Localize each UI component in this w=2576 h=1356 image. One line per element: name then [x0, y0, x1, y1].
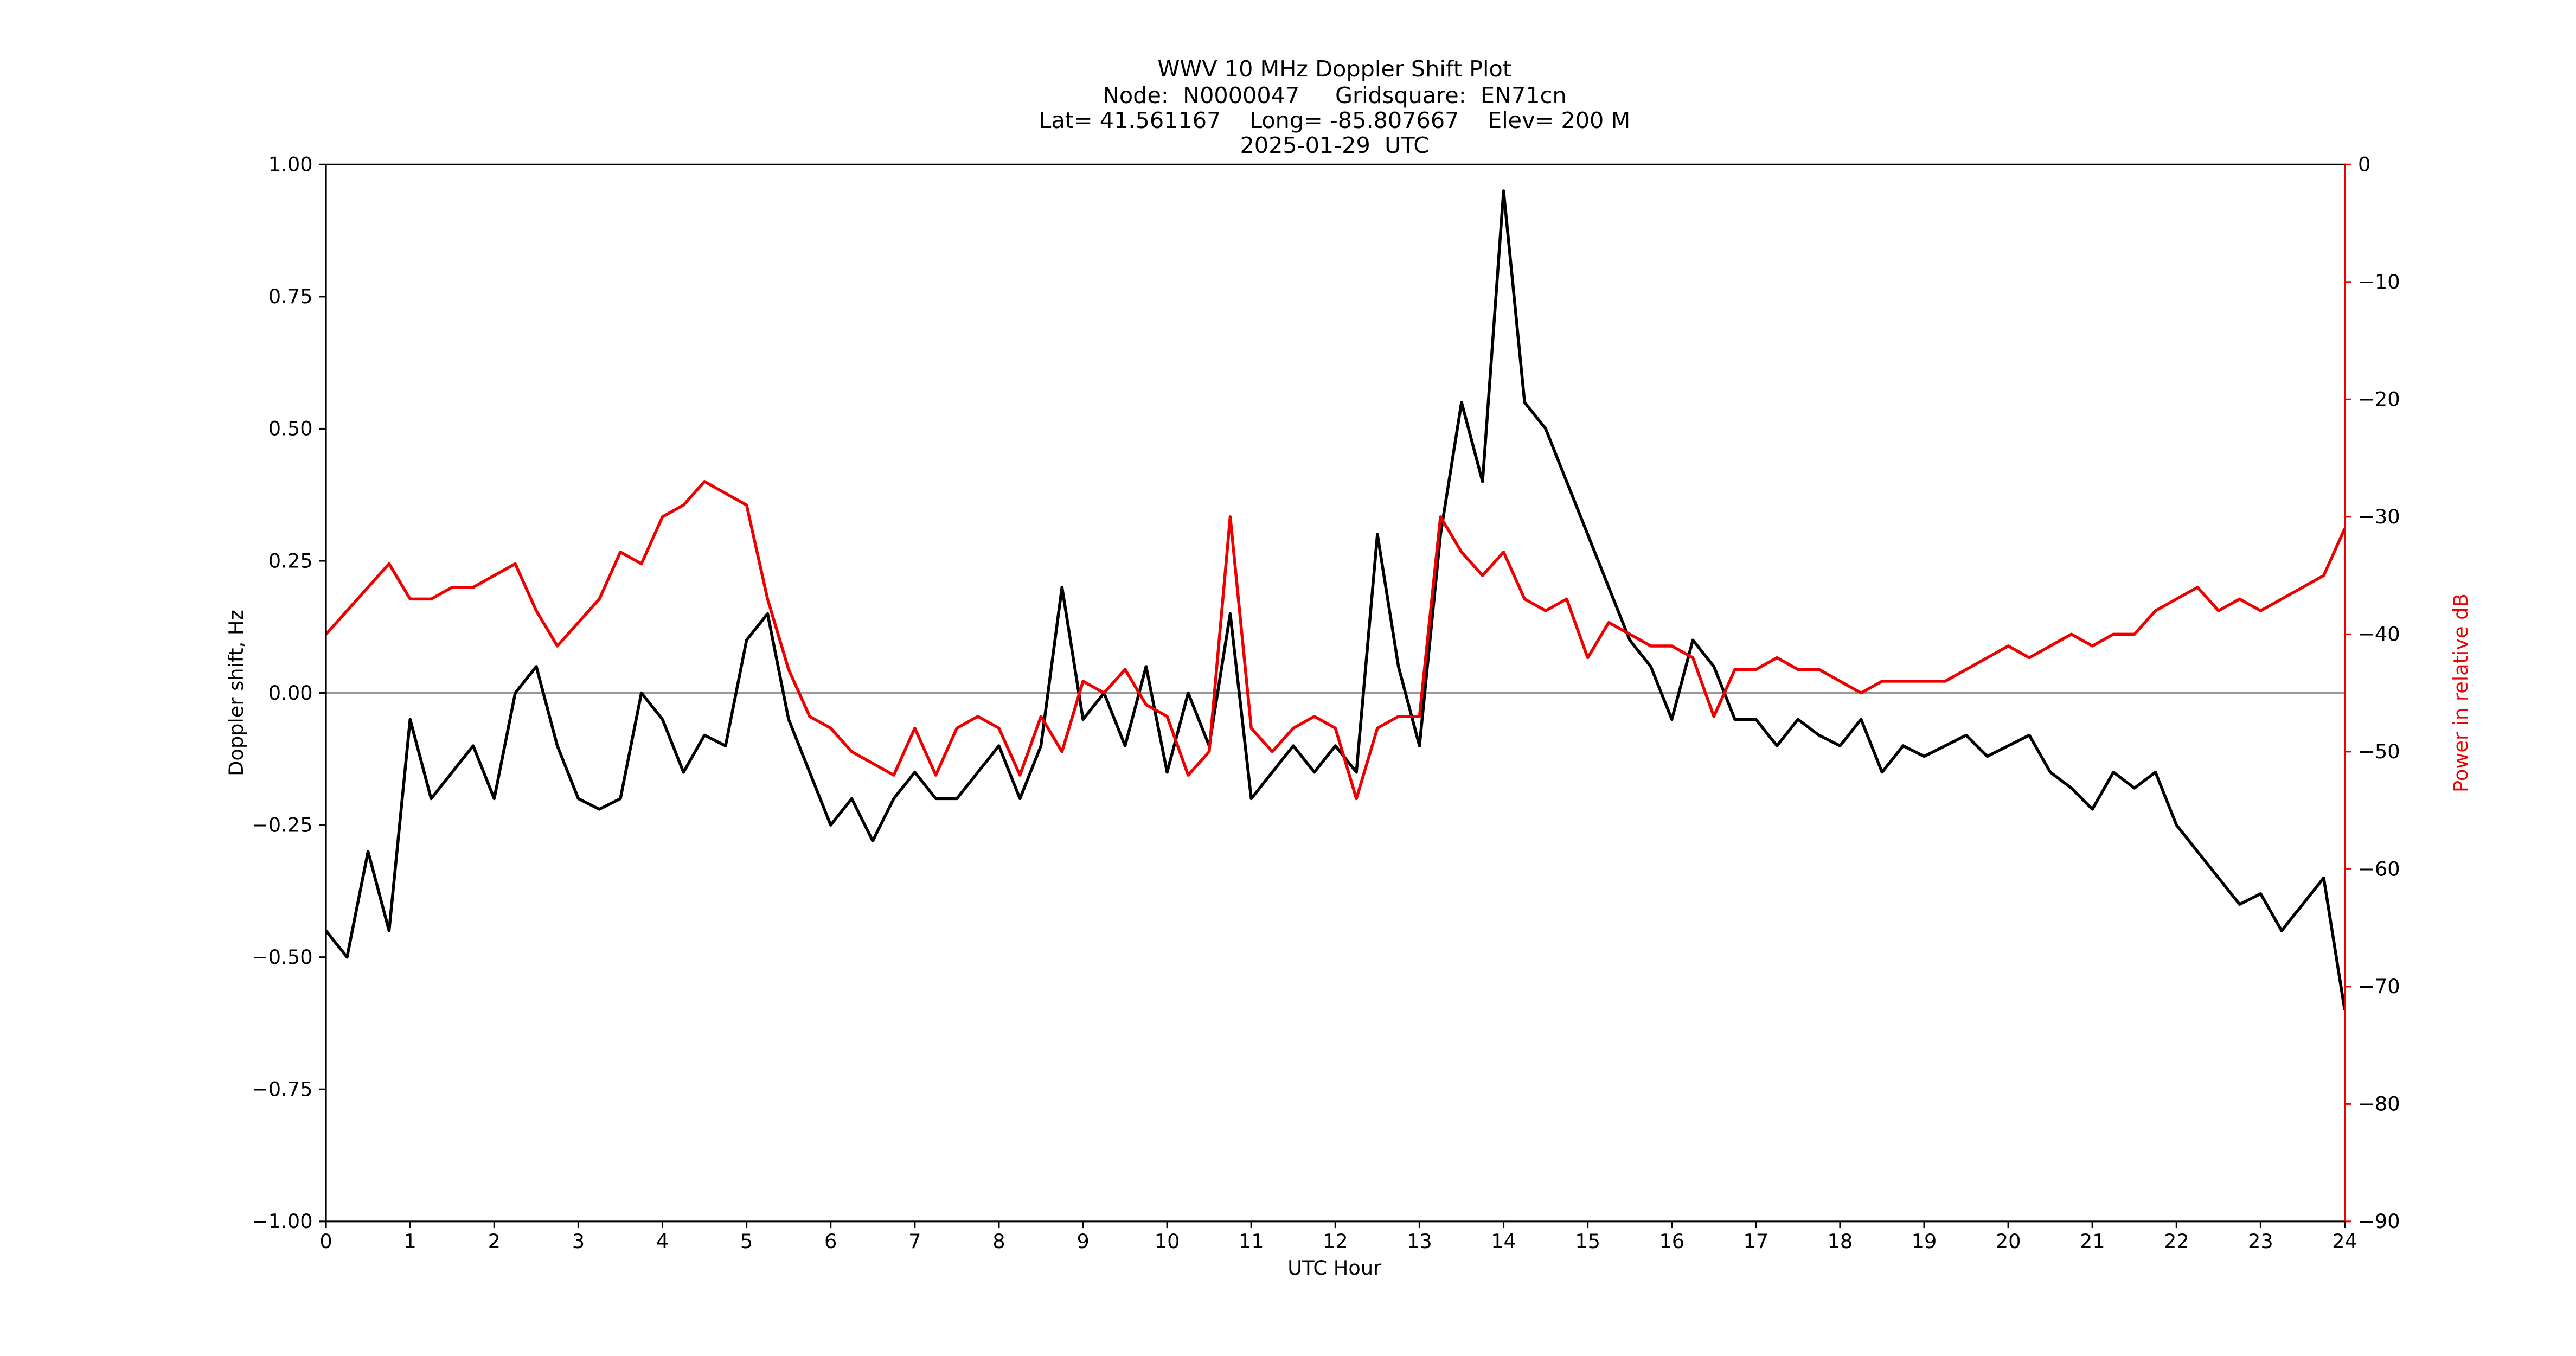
- y-tick-label: 0.00: [268, 681, 313, 705]
- x-tick-label: 3: [572, 1230, 585, 1253]
- x-tick-label: 7: [908, 1230, 921, 1253]
- x-tick-label: 8: [992, 1230, 1005, 1253]
- x-tick-label: 1: [404, 1230, 416, 1253]
- x-tick-label: 5: [740, 1230, 753, 1253]
- y-tick-label: −0.50: [252, 945, 313, 969]
- x-tick-label: 17: [1743, 1230, 1768, 1253]
- x-tick-label: 4: [656, 1230, 669, 1253]
- series-line: [326, 189, 2345, 1010]
- x-tick-label: 9: [1076, 1230, 1089, 1253]
- x-tick-label: 20: [1996, 1230, 2021, 1253]
- x-tick-label: 0: [319, 1230, 332, 1253]
- y2-tick-label: −80: [2358, 1092, 2400, 1116]
- x-tick-label: 2: [488, 1230, 501, 1253]
- chart-subtitle: Lat= 41.561167 Long= -85.807667 Elev= 20…: [1039, 107, 1630, 133]
- x-tick-label: 16: [1659, 1230, 1684, 1253]
- x-tick-label: 14: [1491, 1230, 1516, 1253]
- series-line: [326, 480, 2345, 801]
- x-tick-label: 22: [2164, 1230, 2189, 1253]
- y-tick-label: −0.75: [252, 1078, 313, 1101]
- x-axis-label: UTC Hour: [1287, 1256, 1382, 1280]
- x-tick-label: 21: [2080, 1230, 2105, 1253]
- y-tick-label: −0.25: [252, 813, 313, 836]
- y2-tick-label: −90: [2358, 1210, 2400, 1233]
- x-tick-label: 13: [1407, 1230, 1432, 1253]
- x-tick-label: 11: [1239, 1230, 1264, 1253]
- y2-tick-label: −60: [2358, 858, 2400, 881]
- y2-tick-label: 0: [2358, 153, 2370, 176]
- y2-tick-label: −10: [2358, 270, 2400, 293]
- x-tick-label: 6: [824, 1230, 837, 1253]
- y2-tick-label: −40: [2358, 623, 2400, 646]
- y-tick-label: 0.25: [268, 549, 313, 572]
- y2-tick-label: −70: [2358, 975, 2400, 998]
- y-tick-label: 0.50: [268, 417, 313, 440]
- y2-tick-label: −50: [2358, 740, 2400, 763]
- y2-tick-label: −30: [2358, 505, 2400, 528]
- y-axis-label: Doppler shift, Hz: [225, 610, 248, 776]
- y2-tick-label: −20: [2358, 388, 2400, 411]
- y2-axis-label: Power in relative dB: [2449, 593, 2472, 792]
- x-tick-label: 19: [1912, 1230, 1937, 1253]
- chart-subtitle: Node: N0000047 Gridsquare: EN71cn: [1103, 82, 1567, 108]
- y-tick-label: 0.75: [268, 285, 313, 308]
- chart-subtitle: 2025-01-29 UTC: [1240, 132, 1429, 158]
- x-tick-label: 24: [2332, 1230, 2357, 1253]
- x-tick-label: 10: [1155, 1230, 1180, 1253]
- x-tick-label: 18: [1828, 1230, 1853, 1253]
- x-tick-label: 12: [1323, 1230, 1348, 1253]
- chart-title: WWV 10 MHz Doppler Shift Plot: [1158, 56, 1512, 82]
- y-tick-label: −1.00: [252, 1210, 313, 1233]
- x-tick-label: 23: [2248, 1230, 2273, 1253]
- y-tick-label: 1.00: [268, 153, 313, 176]
- x-tick-label: 15: [1575, 1230, 1600, 1253]
